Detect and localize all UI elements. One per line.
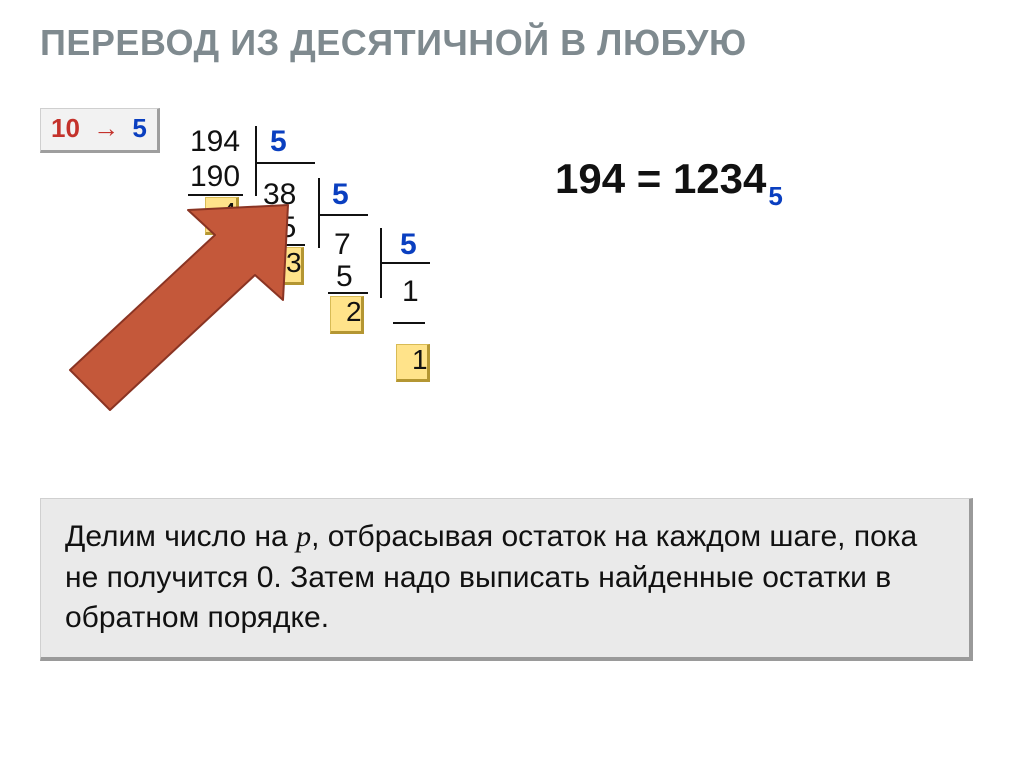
- div-dividend-1: 194: [190, 125, 240, 159]
- div-divisor-1: 5: [270, 125, 287, 159]
- div-quotient-3: 1: [402, 275, 419, 309]
- div-subline-4: [393, 322, 425, 324]
- remainder-4: 1: [412, 345, 428, 375]
- remainder-box-4: 1: [396, 344, 430, 382]
- result-subscript: 5: [768, 181, 782, 211]
- info-text-p: p: [296, 520, 311, 553]
- remainder-box-3: 2: [330, 296, 364, 334]
- slide-title: ПЕРЕВОД ИЗ ДЕСЯТИЧНОЙ В ЛЮБУЮ: [40, 22, 747, 64]
- result-lhs: 194 = 1234: [555, 155, 766, 202]
- info-text-1: Делим число на: [65, 520, 296, 553]
- slide: ПЕРЕВОД ИЗ ДЕСЯТИЧНОЙ В ЛЮБУЮ 10 → 5 194…: [0, 0, 1024, 767]
- div-sub-3: 5: [336, 260, 353, 294]
- div-hline-1: [255, 162, 315, 164]
- remainder-3: 2: [346, 297, 362, 327]
- div-subline-3: [328, 292, 368, 294]
- div-divisor-2: 5: [332, 178, 349, 212]
- div-quotient-2: 7: [334, 228, 351, 262]
- conv-from: 10: [51, 113, 80, 143]
- arrow-path: [70, 205, 288, 410]
- result-equation: 194 = 12345: [555, 155, 783, 203]
- explanation-box: Делим число на p, отбрасывая остаток на …: [40, 498, 973, 661]
- conv-to: 5: [132, 113, 146, 143]
- read-direction-arrow-icon: [50, 170, 330, 430]
- conv-arrow-icon: →: [93, 113, 119, 143]
- conversion-box: 10 → 5: [40, 108, 160, 153]
- div-hline-3: [380, 262, 430, 264]
- div-divisor-3: 5: [400, 228, 417, 262]
